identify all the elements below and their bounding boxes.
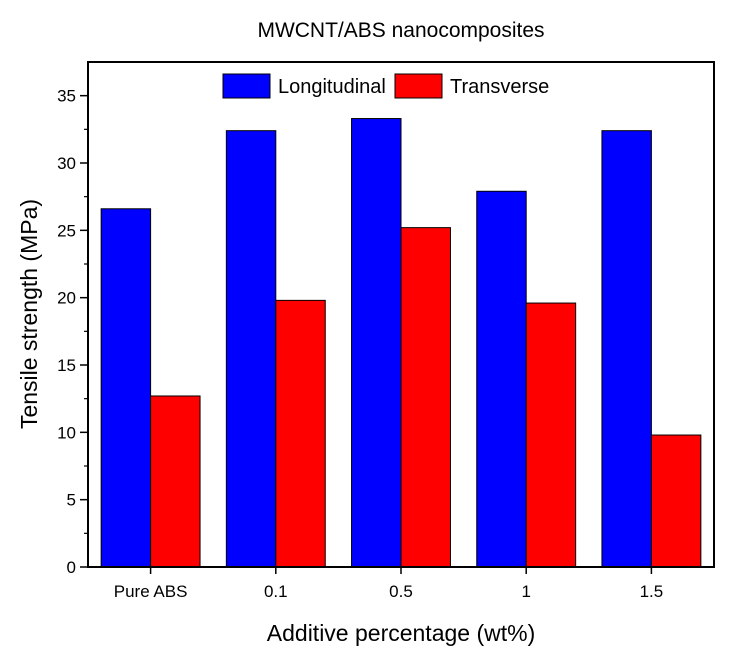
y-tick-label: 20 (57, 289, 76, 308)
x-tick-label: 0.5 (389, 582, 413, 601)
bar-transverse-2 (400, 227, 451, 568)
y-tick-label: 10 (57, 423, 76, 442)
plot-frame (87, 61, 715, 568)
bar-transverse-1 (275, 299, 326, 568)
legend-label-longitudinal: Longitudinal (278, 76, 386, 98)
legend-swatch-longitudinal (222, 73, 271, 99)
x-axis-ticks: Pure ABS 0.1 0.5 1 1.5 (114, 567, 663, 601)
bar-longitudinal-3 (476, 190, 527, 568)
x-tick-label: 1 (521, 582, 530, 601)
bar-longitudinal-1 (225, 130, 277, 568)
y-tick-label: 0 (67, 558, 76, 577)
bar-longitudinal-0 (100, 208, 152, 568)
y-tick-label: 15 (57, 356, 76, 375)
x-axis-label: Additive percentage (wt%) (267, 620, 535, 646)
y-tick-label: 25 (57, 221, 76, 240)
x-tick-label: Pure ABS (114, 582, 188, 601)
y-tick-label: 35 (57, 87, 76, 106)
bar-transverse-4 (650, 434, 702, 568)
x-tick-label: 1.5 (640, 582, 664, 601)
legend-swatch-transverse (394, 73, 443, 99)
bar-longitudinal-2 (351, 118, 402, 568)
bar-longitudinal-4 (601, 130, 652, 568)
bar-transverse-3 (525, 302, 577, 568)
chart-title: MWCNT/ABS nanocomposites (257, 19, 544, 42)
bar-transverse-0 (150, 395, 201, 568)
y-axis-ticks: 0 5 10 15 20 25 30 35 (57, 87, 88, 577)
y-tick-label: 5 (67, 491, 76, 510)
y-tick-label: 30 (57, 154, 76, 173)
legend: Longitudinal Transverse (222, 73, 549, 99)
legend-label-transverse: Transverse (450, 76, 549, 98)
x-tick-label: 0.1 (264, 582, 288, 601)
y-axis-label: Tensile strength (MPa) (16, 199, 42, 429)
bars (100, 118, 702, 568)
